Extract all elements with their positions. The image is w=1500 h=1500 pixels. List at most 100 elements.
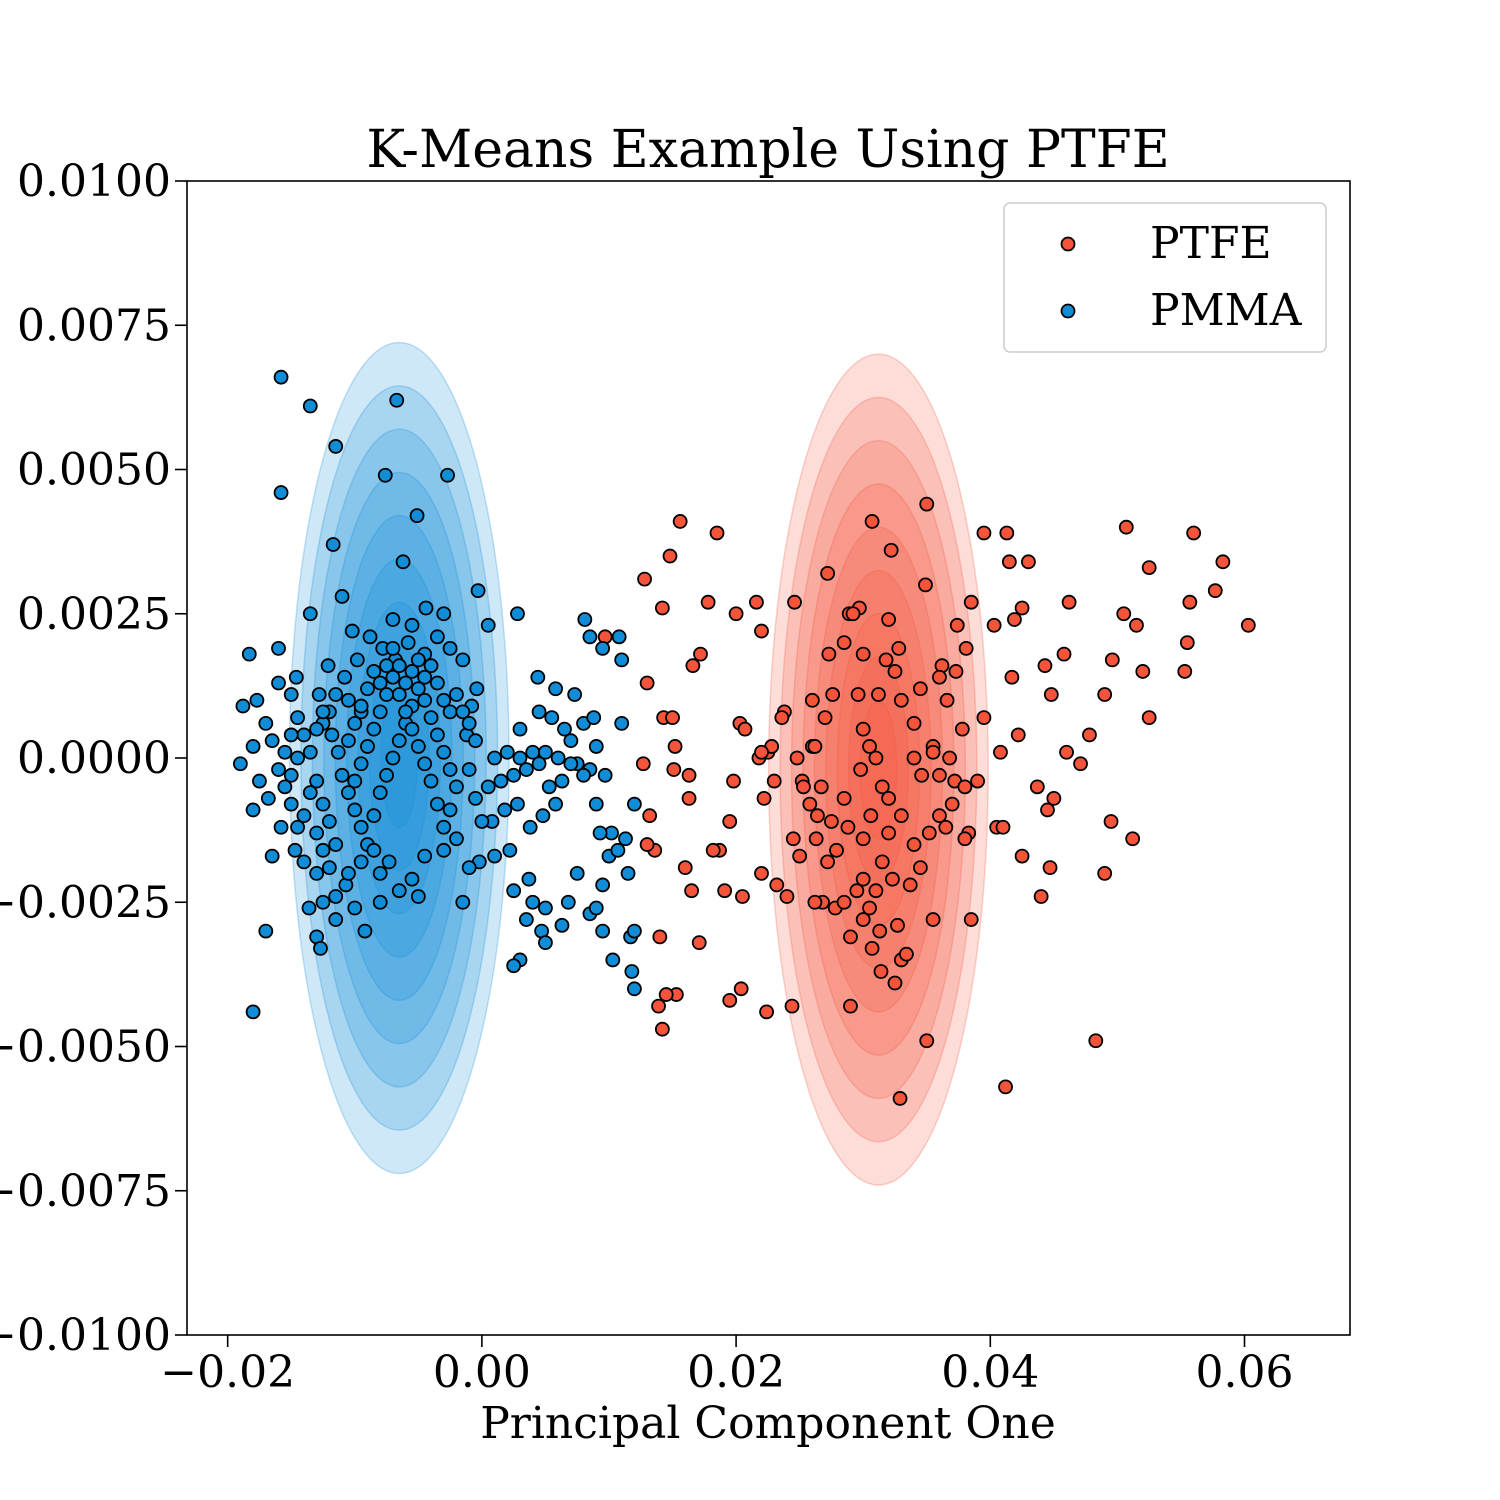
point-pmma-192 <box>360 681 375 697</box>
point-pmma-180 <box>398 704 414 720</box>
point-pmma-206 <box>449 687 464 702</box>
legend-marker-pmma <box>1060 303 1076 319</box>
point-ptfe-31 <box>1177 664 1193 679</box>
point-ptfe-113 <box>887 975 903 991</box>
point-pmma-168 <box>423 710 439 726</box>
point-ptfe-152 <box>891 640 907 656</box>
point-ptfe-59 <box>667 739 683 754</box>
point-ptfe-183 <box>874 854 890 870</box>
point-pmma-218 <box>328 837 344 852</box>
point-ptfe-167 <box>893 808 909 824</box>
point-ptfe-80 <box>733 981 749 997</box>
point-ptfe-118 <box>925 912 941 927</box>
point-pmma-190 <box>347 715 363 731</box>
point-ptfe-170 <box>855 831 871 847</box>
point-pmma-67 <box>245 1004 261 1020</box>
point-pmma-21 <box>582 629 598 645</box>
point-pmma-217 <box>321 860 337 876</box>
point-pmma-65 <box>313 941 328 956</box>
point-pmma-130 <box>535 808 551 824</box>
point-ptfe-5 <box>662 548 678 564</box>
y-tick-label-7: −0.0075 <box>0 1166 171 1217</box>
point-pmma-31 <box>288 669 304 685</box>
point-pmma-106 <box>618 831 633 847</box>
point-pmma-78 <box>455 894 471 910</box>
point-pmma-2 <box>389 392 405 408</box>
point-ptfe-190 <box>939 692 955 708</box>
point-pmma-194 <box>372 675 388 691</box>
point-pmma-86 <box>538 900 553 916</box>
point-pmma-36 <box>311 687 327 702</box>
point-pmma-191 <box>353 698 369 714</box>
point-pmma-46 <box>512 721 528 737</box>
x-tick-label-4: 0.06 <box>1196 1347 1294 1398</box>
y-tick-label-4: 0.0000 <box>17 733 171 784</box>
point-ptfe-132 <box>1029 779 1045 795</box>
point-pmma-215 <box>309 825 325 841</box>
point-ptfe-71 <box>652 929 668 945</box>
point-ptfe-157 <box>821 646 837 662</box>
point-pmma-128 <box>576 767 591 783</box>
point-ptfe-175 <box>796 779 811 795</box>
point-pmma-174 <box>436 819 452 835</box>
point-pmma-228 <box>271 762 286 777</box>
point-ptfe-69 <box>717 883 733 899</box>
point-ptfe-147 <box>893 692 909 708</box>
point-pmma-142 <box>429 629 445 645</box>
point-ptfe-61 <box>666 762 682 777</box>
point-ptfe-87 <box>766 773 782 789</box>
point-pmma-55 <box>277 779 293 795</box>
point-ptfe-91 <box>754 866 769 881</box>
point-ptfe-178 <box>802 796 818 812</box>
point-ptfe-194 <box>849 883 865 899</box>
point-pmma-53 <box>252 773 267 789</box>
y-tick-label-6: −0.0050 <box>0 1022 171 1073</box>
point-pmma-63 <box>301 900 317 916</box>
point-pmma-133 <box>497 802 513 818</box>
point-ptfe-4 <box>654 600 670 616</box>
point-ptfe-11 <box>754 623 769 639</box>
point-ptfe-78 <box>639 837 655 852</box>
point-pmma-185 <box>366 721 382 737</box>
point-ptfe-116 <box>892 1091 908 1106</box>
point-ptfe-90 <box>779 889 795 904</box>
point-pmma-14 <box>436 606 452 622</box>
point-ptfe-176 <box>807 739 823 754</box>
point-ptfe-151 <box>881 612 897 627</box>
point-pmma-149 <box>337 669 353 685</box>
point-ptfe-119 <box>912 860 928 876</box>
point-pmma-212 <box>283 767 299 783</box>
point-ptfe-166 <box>881 790 897 806</box>
point-pmma-223 <box>309 721 325 737</box>
point-pmma-236 <box>328 889 344 904</box>
point-pmma-125 <box>538 744 553 760</box>
point-pmma-121 <box>487 750 502 766</box>
y-tick-label-3: 0.0025 <box>17 589 171 640</box>
point-pmma-156 <box>347 802 363 818</box>
point-ptfe-62 <box>681 767 697 783</box>
point-ptfe-75 <box>654 1021 670 1037</box>
point-pmma-109 <box>592 825 608 841</box>
point-ptfe-27 <box>1141 560 1157 575</box>
point-pmma-183 <box>379 687 394 702</box>
point-ptfe-124 <box>970 773 985 789</box>
point-pmma-182 <box>385 669 401 685</box>
point-ptfe-192 <box>932 669 947 685</box>
point-ptfe-128 <box>995 819 1011 835</box>
point-ptfe-134 <box>1042 860 1058 876</box>
point-pmma-76 <box>436 842 452 858</box>
point-pmma-5 <box>440 467 455 483</box>
point-pmma-9 <box>395 554 411 570</box>
point-pmma-73 <box>381 854 397 870</box>
point-pmma-221 <box>309 773 325 789</box>
point-pmma-97 <box>588 900 604 916</box>
point-ptfe-9 <box>728 606 744 622</box>
point-ptfe-81 <box>759 1004 774 1020</box>
point-ptfe-153 <box>855 646 871 662</box>
point-ptfe-38 <box>986 617 1002 633</box>
point-pmma-33 <box>283 687 299 702</box>
legend-label-ptfe: PTFE <box>1150 218 1272 269</box>
point-pmma-139 <box>469 681 485 697</box>
point-pmma-28 <box>530 669 546 685</box>
point-ptfe-107 <box>836 894 852 910</box>
